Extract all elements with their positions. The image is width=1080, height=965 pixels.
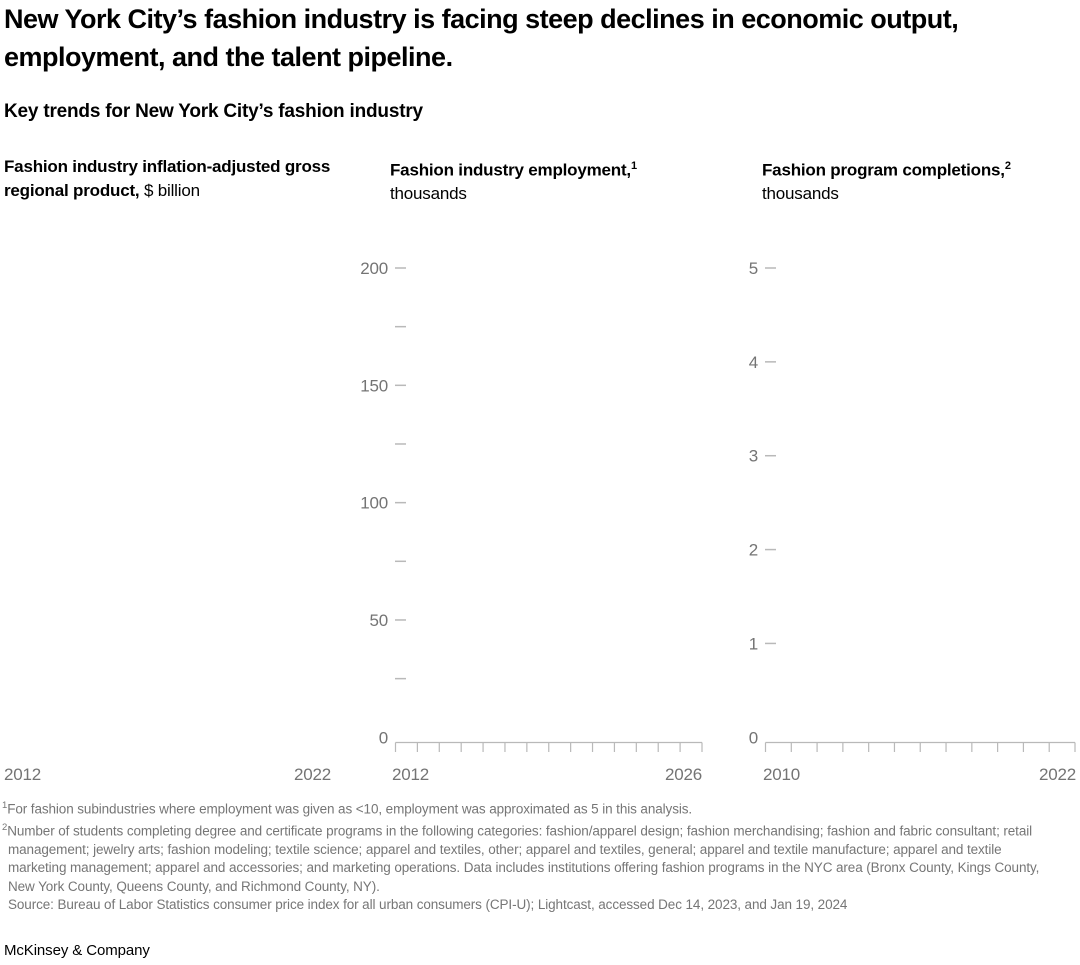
exhibit-subtitle: Key trends for New York City’s fashion i…	[4, 101, 423, 122]
x-tick-label-start: 2010	[763, 765, 800, 784]
y-tick-label: 5	[749, 259, 758, 278]
chart-unit: thousands	[762, 184, 839, 204]
footnote-2-marker: 2	[2, 821, 8, 833]
chart-title: Fashion program completions,	[762, 160, 1005, 180]
chart-unit: thousands	[390, 184, 467, 204]
footnote-1: 1For fashion subindustries where employm…	[0, 797, 1060, 819]
mckinsey-logo: McKinsey & Company	[4, 942, 150, 959]
grp-chart-axes: 2012 2022	[4, 765, 331, 784]
y-tick-label: 0	[379, 728, 388, 747]
y-tick-label: 150	[360, 376, 388, 395]
y-tick-label: 50	[369, 611, 388, 630]
footnote-marker: 2	[1004, 160, 1011, 172]
employment-chart-axes: 0 50 100 150 200 2012 2026	[360, 259, 703, 784]
x-tick-label-end: 2026	[665, 765, 702, 784]
exhibit-title: New York City’s fashion industry is faci…	[4, 4, 959, 72]
chart-header-program-completions: Fashion program completions,2 thousands	[762, 155, 1080, 206]
source-line: Source: Bureau of Labor Statistics consu…	[8, 897, 848, 913]
x-tick-label-end: 2022	[294, 765, 331, 784]
y-tick-label: 4	[749, 353, 758, 372]
x-tick-label-end: 2022	[1039, 765, 1076, 784]
footnote-2: 2Number of students completing degree an…	[0, 819, 1060, 896]
footnote-1-text: For fashion subindustries where employme…	[7, 801, 693, 817]
footnote-1-marker: 1	[2, 800, 8, 811]
completions-chart-axes: 0 1 2 3 4 5 2010 2022	[749, 259, 1076, 784]
y-tick-label: 2	[749, 541, 758, 560]
footnotes-block: 1For fashion subindustries where employm…	[0, 797, 1060, 914]
chart-header-gross-regional-product: Fashion industry inflation-adjusted gros…	[4, 155, 354, 202]
y-tick-label: 3	[749, 447, 758, 466]
chart-header-employment: Fashion industry employment,1 thousands	[390, 155, 722, 206]
y-tick-label: 200	[360, 259, 388, 278]
chart-unit: $ billion	[143, 180, 200, 200]
footnote-marker: 1	[630, 160, 637, 172]
footnote-2-text: Number of students completing degree and…	[7, 823, 1040, 894]
chart-title: Fashion industry inflation-adjusted gros…	[4, 157, 331, 200]
y-tick-label: 100	[360, 494, 388, 513]
chart-title: Fashion industry employment,	[390, 160, 631, 180]
x-tick-label-start: 2012	[392, 765, 429, 784]
y-tick-label: 0	[749, 728, 758, 747]
y-tick-label: 1	[749, 634, 758, 653]
x-tick-label-start: 2012	[4, 765, 41, 784]
